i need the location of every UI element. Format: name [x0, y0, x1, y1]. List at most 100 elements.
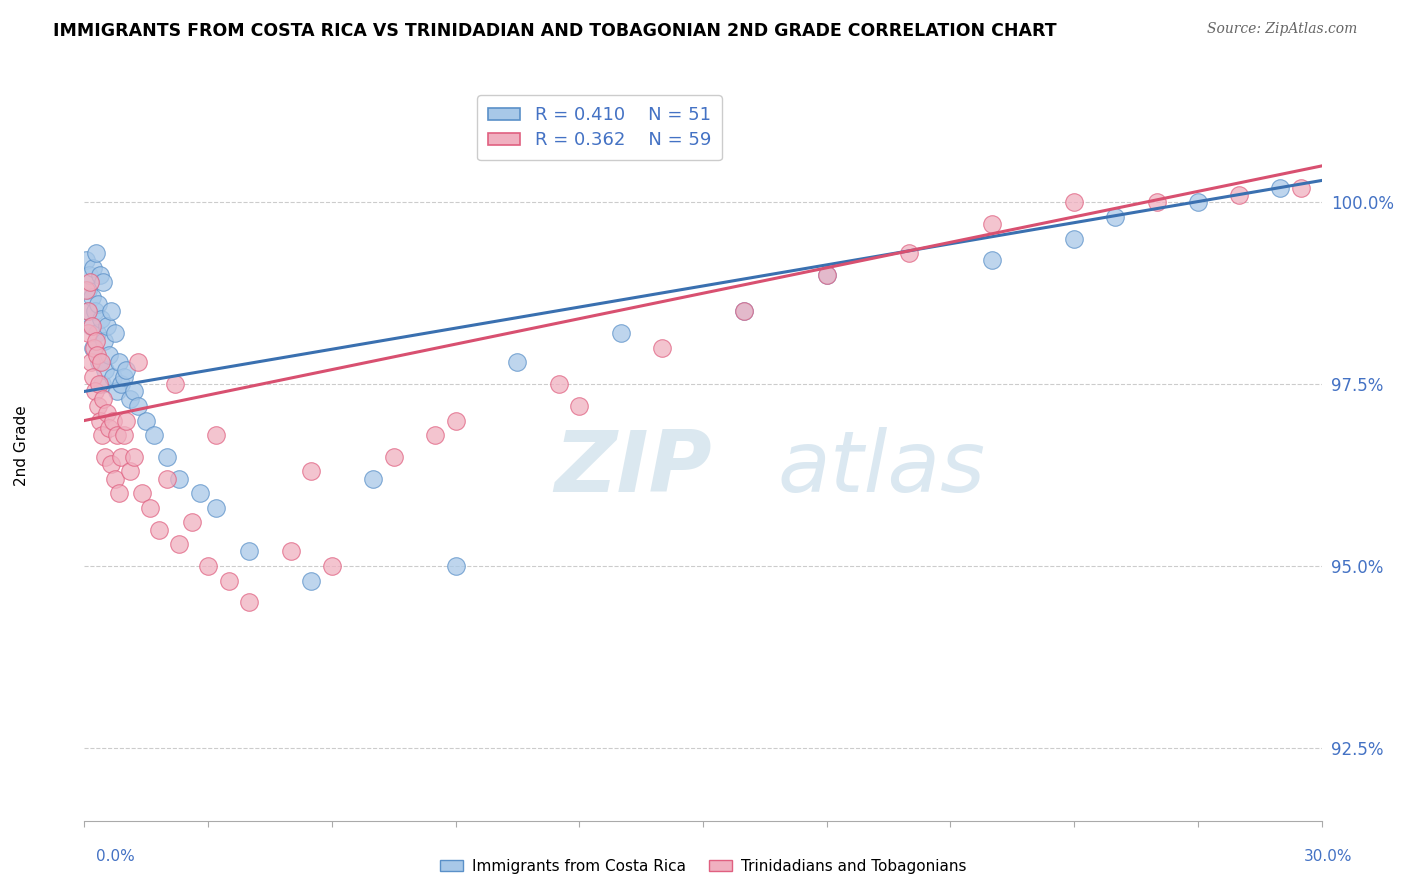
Point — [103, 413, 125, 427]
Point — [77, 304, 100, 318]
Point — [112, 370, 135, 384]
Point — [135, 413, 157, 427]
Point — [980, 217, 1002, 231]
Point — [1146, 195, 1168, 210]
Point — [83, 384, 105, 399]
Point — [77, 283, 100, 297]
Point — [80, 290, 103, 304]
Point — [167, 472, 190, 486]
Point — [100, 304, 122, 318]
Point — [83, 341, 105, 355]
Point — [167, 537, 190, 551]
Point — [205, 428, 228, 442]
Point — [96, 406, 118, 420]
Point — [90, 377, 112, 392]
Point — [82, 260, 104, 275]
Point — [93, 334, 115, 348]
Point — [1227, 188, 1250, 202]
Point — [96, 318, 118, 333]
Point — [238, 595, 260, 609]
Point — [218, 574, 240, 588]
Point — [980, 253, 1002, 268]
Point — [197, 559, 219, 574]
Point — [110, 377, 132, 392]
Point — [321, 559, 343, 574]
Point — [76, 326, 98, 341]
Point — [280, 544, 302, 558]
Point — [86, 348, 108, 362]
Point — [118, 465, 141, 479]
Point — [1063, 232, 1085, 246]
Point — [105, 384, 128, 399]
Point — [444, 559, 467, 574]
Point — [815, 268, 838, 282]
Point — [1289, 180, 1312, 194]
Point — [127, 399, 149, 413]
Point — [139, 500, 162, 515]
Text: 30.0%: 30.0% — [1305, 849, 1353, 864]
Point — [105, 428, 128, 442]
Point — [89, 377, 111, 392]
Point — [131, 486, 153, 500]
Point — [108, 486, 131, 500]
Point — [91, 276, 114, 290]
Point — [361, 472, 384, 486]
Point — [1187, 195, 1209, 210]
Point — [112, 428, 135, 442]
Point — [82, 341, 104, 355]
Text: ZIP: ZIP — [554, 427, 713, 510]
Point — [547, 377, 569, 392]
Point — [98, 348, 121, 362]
Point — [299, 465, 322, 479]
Point — [118, 392, 141, 406]
Legend: Immigrants from Costa Rica, Trinidadians and Tobagonians: Immigrants from Costa Rica, Trinidadians… — [433, 853, 973, 880]
Point — [79, 276, 101, 290]
Point — [89, 268, 111, 282]
Point — [91, 392, 114, 406]
Point — [94, 362, 117, 376]
Point — [110, 450, 132, 464]
Point — [423, 428, 446, 442]
Point — [609, 326, 631, 341]
Point — [89, 413, 111, 427]
Point — [108, 355, 131, 369]
Point — [79, 318, 101, 333]
Point — [815, 268, 838, 282]
Point — [103, 370, 125, 384]
Point — [91, 428, 114, 442]
Point — [165, 377, 187, 392]
Point — [127, 355, 149, 369]
Point — [80, 318, 103, 333]
Point — [100, 457, 122, 471]
Point — [733, 304, 755, 318]
Text: IMMIGRANTS FROM COSTA RICA VS TRINIDADIAN AND TOBAGONIAN 2ND GRADE CORRELATION C: IMMIGRANTS FROM COSTA RICA VS TRINIDADIA… — [53, 22, 1057, 40]
Point — [84, 334, 107, 348]
Point — [114, 362, 136, 376]
Point — [444, 413, 467, 427]
Point — [148, 523, 170, 537]
Legend: R = 0.410    N = 51, R = 0.362    N = 59: R = 0.410 N = 51, R = 0.362 N = 59 — [477, 95, 721, 161]
Point — [86, 297, 108, 311]
Point — [76, 304, 98, 318]
Point — [651, 341, 673, 355]
Text: 0.0%: 0.0% — [96, 849, 135, 864]
Point — [238, 544, 260, 558]
Point — [90, 355, 112, 369]
Point — [180, 516, 202, 530]
Point — [156, 450, 179, 464]
Point — [156, 472, 179, 486]
Point — [87, 399, 110, 413]
Point — [104, 472, 127, 486]
Point — [75, 283, 97, 297]
Point — [1063, 195, 1085, 210]
Point — [382, 450, 405, 464]
Point — [568, 399, 591, 413]
Point — [79, 268, 101, 282]
Point — [86, 326, 108, 341]
Point — [733, 304, 755, 318]
Point — [1104, 210, 1126, 224]
Point — [94, 450, 117, 464]
Point — [299, 574, 322, 588]
Point — [122, 384, 145, 399]
Text: atlas: atlas — [778, 427, 986, 510]
